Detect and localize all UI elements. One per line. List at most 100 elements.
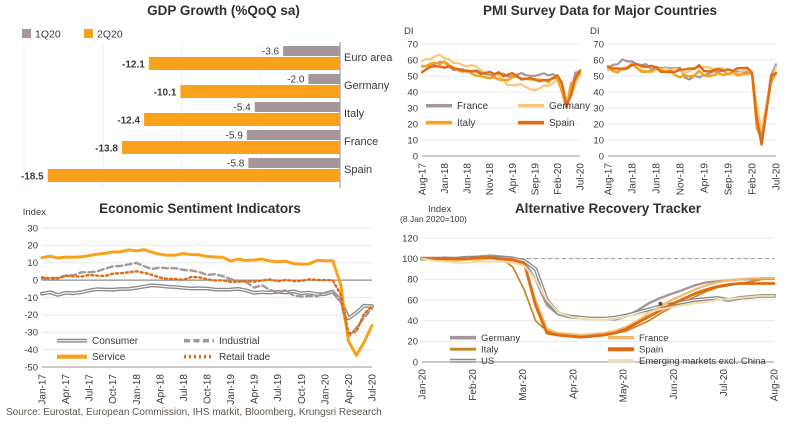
pmi-left-series [420, 53, 582, 109]
svg-text:Sep-19: Sep-19 [530, 163, 541, 196]
legend-label-France: France [639, 333, 669, 344]
svg-text:Aug-17: Aug-17 [604, 163, 615, 196]
svg-text:Oct-18: Oct-18 [203, 374, 214, 404]
esi-chart-title: Economic Sentiment Indicators [99, 201, 301, 216]
svg-text:30: 30 [27, 223, 38, 234]
svg-text:50: 50 [407, 71, 418, 82]
svg-text:20: 20 [407, 337, 418, 348]
svg-text:10: 10 [407, 135, 418, 146]
svg-text:Apr-19: Apr-19 [700, 163, 711, 193]
bar-group-Italy: -5.4 -12.4 Italy [117, 102, 365, 127]
data-point-marker [658, 301, 663, 306]
svg-text:10: 10 [593, 135, 604, 146]
bar-group-Germany: -2.0 -10.1 Germany [154, 74, 390, 99]
pmi-right-series [606, 58, 778, 146]
svg-text:Mar-20: Mar-20 [518, 369, 529, 401]
legend-label-Italy: Italy [481, 345, 499, 356]
series-line-Germany [420, 53, 582, 102]
legend-label-1Q20: 1Q20 [35, 29, 61, 41]
svg-text:40: 40 [407, 316, 418, 327]
series-line-Retail trade [40, 270, 374, 335]
svg-text:Feb-20: Feb-20 [748, 163, 759, 195]
esi-legend: Consumer Industrial Service Retail trade [57, 336, 271, 363]
legend-label-2Q20: 2Q20 [97, 29, 123, 41]
value-label-2q20-Italy: -12.4 [117, 116, 140, 127]
svg-text:10: 10 [27, 258, 38, 269]
pmi-left-x-labels: Aug-17 Jan-18 Jun-18 Nov-18 Apr-19 Sep-19 Feb-… [418, 163, 587, 196]
value-label-1q20-Spain: -5.8 [227, 159, 245, 170]
pmi-chart-title: PMI Survey Data for Major Countries [482, 3, 718, 18]
value-label-2q20-Euro area: -12.1 [122, 60, 145, 71]
svg-text:Aug-20: Aug-20 [770, 369, 781, 402]
svg-text:Jun-18: Jun-18 [652, 163, 663, 194]
svg-text:Jul-20: Jul-20 [772, 163, 783, 191]
svg-text:40: 40 [407, 87, 418, 98]
svg-text:Jul-18: Jul-18 [179, 374, 190, 402]
svg-text:0: 0 [413, 357, 418, 368]
series-line-Industrial [40, 261, 374, 339]
svg-text:20: 20 [593, 119, 604, 130]
art-axis-caption2: (8 Jan 2020=100) [400, 214, 467, 224]
pmi-right-grid-and-ticks: 0 10 20 30 40 50 60 70 [593, 39, 776, 162]
value-label-1q20-France: -5.9 [226, 131, 244, 142]
pmi-right-axis-caption: DI [590, 26, 600, 37]
svg-text:Jul-20: Jul-20 [368, 374, 379, 402]
svg-text:40: 40 [593, 87, 604, 98]
esi: -50 -40 -30 -20 -10 0 10 20 30 Jan-17 Apr-17 Jul-17… [23, 207, 379, 405]
svg-text:Jan-18: Jan-18 [440, 163, 451, 194]
pmi-survey-panel: PMI Survey Data for Major Countries 0 10 2… [400, 2, 800, 200]
bar-group-Spain: -5.8 -18.5 Spain [21, 158, 372, 183]
value-label-1q20-Euro area: -3.6 [262, 47, 280, 58]
legend-label-Spain: Spain [549, 118, 575, 129]
series-line-US [420, 255, 776, 321]
svg-text:-20: -20 [24, 310, 38, 321]
art-grid-and-ticks: 0 20 40 60 80 100 120 [402, 233, 774, 368]
svg-text:Feb-20: Feb-20 [553, 163, 564, 195]
esi-series [40, 248, 374, 357]
legend-label-Consumer: Consumer [92, 336, 139, 347]
svg-text:Jun-18: Jun-18 [463, 163, 474, 194]
series-line-Spain [420, 256, 776, 339]
bar-1q20-Germany [308, 74, 340, 84]
svg-text:Oct-19: Oct-19 [297, 374, 308, 404]
bar-group-Euro area: -3.6 -12.1 Euro area [122, 46, 393, 71]
legend-label-Retail trade: Retail trade [219, 352, 271, 363]
series-line-France [420, 257, 776, 337]
svg-text:Apr-19: Apr-19 [250, 374, 261, 404]
bar-2q20-Italy [144, 113, 340, 126]
bar-2q20-Spain [47, 169, 340, 182]
svg-text:70: 70 [407, 39, 418, 50]
esi-axis-caption: Index [23, 207, 46, 218]
svg-text:-30: -30 [24, 328, 38, 339]
bar-1q20-France [246, 130, 340, 140]
svg-text:Oct-17: Oct-17 [108, 374, 119, 404]
series-line-Service [40, 248, 374, 357]
svg-text:Apr-20: Apr-20 [568, 369, 579, 399]
source-note: Source: Eurostat, European Commission, I… [6, 407, 382, 418]
svg-text:50: 50 [593, 71, 604, 82]
svg-text:20: 20 [407, 119, 418, 130]
legend-label-Industrial: Industrial [219, 336, 260, 347]
pmi-left-axis-caption: DI [404, 26, 414, 37]
svg-text:120: 120 [402, 233, 418, 244]
gdp-bar-chart: 1Q20 2Q20 -3.6 -12.1 Euro area -2.0 -10.1 Germa… [21, 29, 393, 188]
category-label-Italy: Italy [344, 108, 365, 120]
svg-text:30: 30 [407, 103, 418, 114]
pmi-left-grid-and-ticks: 0 10 20 30 40 50 60 70 [407, 39, 580, 162]
art-x-labels: Jan-20 Feb-20 Mar-20 Apr-20 May-20 Jun-20 Jul-… [418, 369, 781, 403]
value-label-1q20-Germany: -2.0 [287, 75, 305, 86]
svg-text:70: 70 [593, 39, 604, 50]
svg-text:-10: -10 [24, 293, 38, 304]
pmi-left-legend: France Germany Italy Spain [426, 101, 590, 129]
svg-text:Jan-20: Jan-20 [418, 369, 429, 400]
value-label-1q20-Italy: -5.4 [233, 103, 251, 114]
recovery-tracker-panel: Alternative Recovery Tracker 0 20 40 60 80 10… [398, 200, 800, 407]
legend-swatch-1Q20 [22, 29, 31, 38]
gdp-plot: 1Q20 2Q20 -3.6 -12.1 Euro area -2.0 -10.1 Germa… [21, 29, 393, 188]
category-label-France: France [344, 136, 378, 148]
category-label-Spain: Spain [344, 164, 372, 176]
